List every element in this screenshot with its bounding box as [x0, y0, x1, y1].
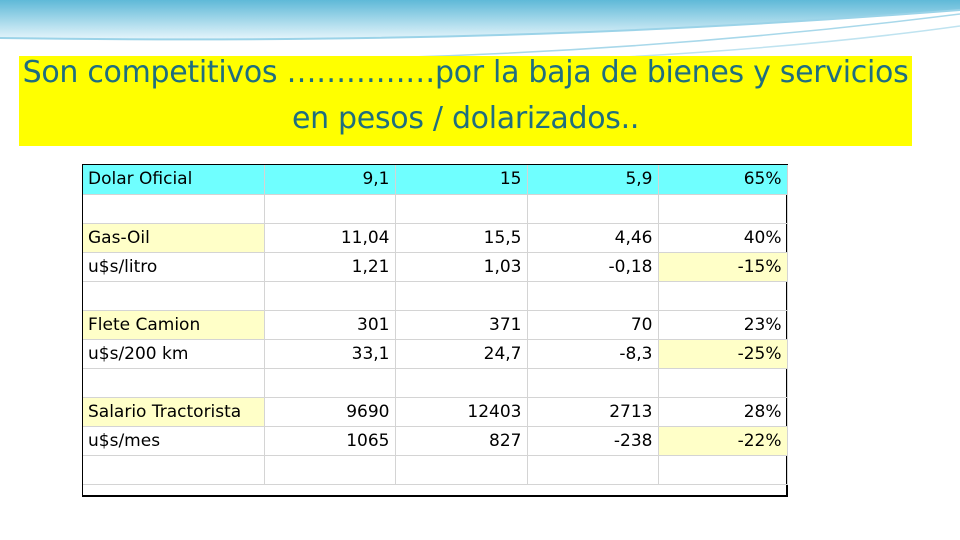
table-cell: 301: [264, 310, 396, 340]
table-cell: 371: [395, 310, 528, 340]
spreadsheet-table: Dolar Oficial 9,1 15 5,9 65% Gas-Oil 11,…: [82, 164, 788, 497]
row-label: [83, 194, 265, 224]
table-cell: 1065: [264, 426, 396, 456]
table-row: u$s/litro 1,21 1,03 -0,18 -15%: [83, 252, 788, 282]
table-cell: 24,7: [395, 339, 528, 369]
row-label: [83, 281, 265, 311]
table-cell: [264, 281, 396, 311]
row-label: Flete Camion: [83, 310, 265, 340]
header-wave-decoration: [0, 0, 960, 63]
table-cell: 65%: [658, 165, 788, 195]
table-cell: 1,03: [395, 252, 528, 282]
data-table: Dolar Oficial 9,1 15 5,9 65% Gas-Oil 11,…: [83, 165, 788, 485]
row-label: Salario Tractorista: [83, 397, 265, 427]
table-cell: 4,46: [527, 223, 659, 253]
table-row: u$s/mes 1065 827 -238 -22%: [83, 426, 788, 456]
table-cell: [264, 194, 396, 224]
table-cell: [658, 368, 788, 398]
table-row: Dolar Oficial 9,1 15 5,9 65%: [83, 165, 788, 195]
table-cell: [527, 194, 659, 224]
table-cell: 2713: [527, 397, 659, 427]
table-cell: 28%: [658, 397, 788, 427]
table-row: u$s/200 km 33,1 24,7 -8,3 -25%: [83, 339, 788, 369]
table-cell: -22%: [658, 426, 788, 456]
table-cell: [658, 194, 788, 224]
row-label: u$s/litro: [83, 252, 265, 282]
table-cell: 33,1: [264, 339, 396, 369]
table-cell: -8,3: [527, 339, 659, 369]
row-label: Dolar Oficial: [83, 165, 265, 195]
slide-title: Son competitivos ……………por la baja de bie…: [22, 55, 909, 136]
table-cell: [527, 281, 659, 311]
table-cell: 9,1: [264, 165, 396, 195]
table-cell: -15%: [658, 252, 788, 282]
table-cell: [658, 455, 788, 485]
table-cell: [395, 455, 528, 485]
table-cell: 5,9: [527, 165, 659, 195]
table-cell: 15,5: [395, 223, 528, 253]
table-cell: [395, 281, 528, 311]
table-cell: [527, 368, 659, 398]
table-cell: 70: [527, 310, 659, 340]
row-label: u$s/200 km: [83, 339, 265, 369]
table-row: [83, 368, 788, 398]
row-label: Gas-Oil: [83, 223, 265, 253]
table-cell: 827: [395, 426, 528, 456]
table-cell: 1,21: [264, 252, 396, 282]
table-cell: [264, 368, 396, 398]
table-cell: 40%: [658, 223, 788, 253]
table-row: Gas-Oil 11,04 15,5 4,46 40%: [83, 223, 788, 253]
table-cell: [264, 455, 396, 485]
table-row: Salario Tractorista 9690 12403 2713 28%: [83, 397, 788, 427]
table-cell: -0,18: [527, 252, 659, 282]
table-cell: 9690: [264, 397, 396, 427]
table-cell: 23%: [658, 310, 788, 340]
table-cell: -238: [527, 426, 659, 456]
table-cell: [395, 368, 528, 398]
table-cell: [527, 455, 659, 485]
table-row: [83, 194, 788, 224]
row-label: u$s/mes: [83, 426, 265, 456]
title-highlight-box: [19, 56, 912, 146]
table-cell: 15: [395, 165, 528, 195]
table-row: [83, 455, 788, 485]
table-row: [83, 281, 788, 311]
row-label: [83, 368, 265, 398]
row-label: [83, 455, 265, 485]
table-row: Flete Camion 301 371 70 23%: [83, 310, 788, 340]
table-cell: [395, 194, 528, 224]
table-cell: [658, 281, 788, 311]
table-cell: 11,04: [264, 223, 396, 253]
table-cell: -25%: [658, 339, 788, 369]
table-cell: 12403: [395, 397, 528, 427]
